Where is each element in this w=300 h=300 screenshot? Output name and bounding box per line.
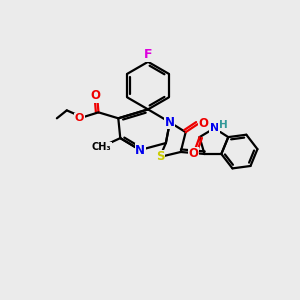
Text: CH₃: CH₃ [92, 142, 111, 152]
Text: O: O [189, 148, 199, 160]
Text: O: O [91, 89, 100, 102]
Text: O: O [75, 113, 84, 123]
Text: F: F [144, 48, 152, 62]
Text: N: N [135, 143, 145, 157]
Text: H: H [219, 120, 228, 130]
Text: S: S [156, 150, 164, 164]
Text: N: N [210, 123, 219, 133]
Text: O: O [199, 117, 208, 130]
Text: N: N [165, 116, 175, 129]
